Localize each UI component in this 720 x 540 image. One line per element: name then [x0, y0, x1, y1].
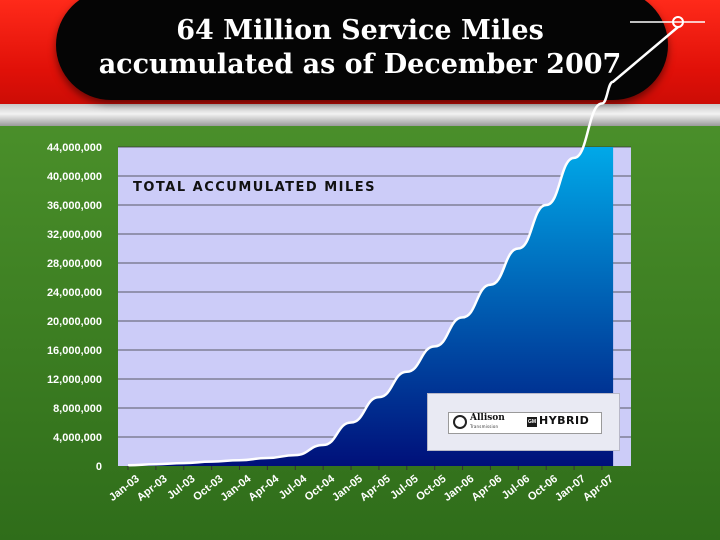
y-tick-label: 20,000,000	[47, 316, 102, 328]
y-tick-label: 40,000,000	[47, 171, 102, 183]
title-line-1: 64 Million Service Miles	[176, 15, 544, 46]
header-divider-bar	[0, 104, 720, 126]
allison-logo-icon	[453, 415, 467, 429]
x-tick-label: Oct-06	[526, 473, 560, 504]
y-tick-label: 36,000,000	[47, 200, 102, 212]
y-tick-label: 0	[96, 461, 102, 473]
allison-logo-text: Allison	[470, 413, 505, 423]
logo-panel: Allison Transmission GM HYBRID	[427, 393, 620, 451]
gm-logo-icon: GM	[527, 417, 537, 427]
series-label: TOTAL ACCUMULATED MILES	[133, 180, 377, 195]
accumulated-miles-area	[128, 147, 614, 466]
slide-title: 64 Million Service Miles accumulated as …	[60, 14, 660, 82]
x-tick-label: Apr-04	[246, 472, 282, 503]
x-tick-label: Jan-05	[330, 473, 365, 504]
x-tick-label: Apr-06	[469, 473, 504, 504]
callout-pointer	[630, 16, 705, 28]
x-tick-label: Apr-07	[581, 473, 616, 504]
y-tick-label: 28,000,000	[47, 258, 102, 270]
y-tick-label: 12,000,000	[47, 374, 102, 386]
y-tick-label: 4,000,000	[53, 432, 102, 444]
logo-strip: Allison Transmission GM HYBRID	[448, 412, 602, 434]
x-axis-ticks: Jan-03Apr-03Jul-03Oct-03Jan-04Apr-04Jul-…	[107, 466, 616, 504]
y-tick-label: 32,000,000	[47, 229, 102, 241]
y-tick-label: 44,000,000	[47, 142, 102, 154]
accumulated-miles-line	[127, 26, 679, 467]
allison-logo-subtext: Transmission	[470, 424, 499, 429]
x-tick-label: Jan-03	[107, 473, 142, 504]
y-tick-label: 16,000,000	[47, 345, 102, 357]
y-axis-ticks: 0 4,000,000 8,000,000 12,000,000 16,000,000 2…	[47, 142, 102, 473]
title-banner	[56, 0, 668, 100]
hybrid-logo-text: HYBRID	[539, 414, 590, 427]
x-tick-label: Apr-03	[135, 473, 170, 504]
title-line-2: accumulated as of December 2007	[98, 49, 622, 80]
y-tick-label: 8,000,000	[53, 403, 102, 415]
x-tick-label: Oct-05	[414, 473, 448, 504]
y-tick-label: 24,000,000	[47, 287, 102, 299]
x-tick-label: Jan-06	[442, 473, 477, 504]
x-tick-label: Oct-03	[191, 473, 225, 504]
x-tick-label: Jan-07	[553, 473, 588, 504]
x-tick-label: Apr-05	[358, 473, 393, 504]
x-tick-label: Jan-04	[219, 472, 255, 503]
